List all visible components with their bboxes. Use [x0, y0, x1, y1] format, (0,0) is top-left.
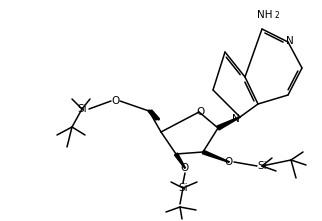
Text: Si: Si — [257, 161, 267, 171]
Text: O: O — [197, 107, 205, 117]
Text: Si: Si — [178, 183, 188, 193]
Text: Si: Si — [77, 104, 87, 114]
Text: N: N — [286, 36, 294, 46]
Text: N: N — [232, 114, 240, 124]
Text: O: O — [225, 157, 233, 167]
Text: NH: NH — [257, 10, 273, 20]
Polygon shape — [175, 153, 185, 168]
Text: 2: 2 — [275, 11, 280, 19]
Text: O: O — [181, 163, 189, 173]
Polygon shape — [217, 117, 240, 130]
Text: O: O — [112, 96, 120, 106]
Polygon shape — [202, 150, 229, 162]
